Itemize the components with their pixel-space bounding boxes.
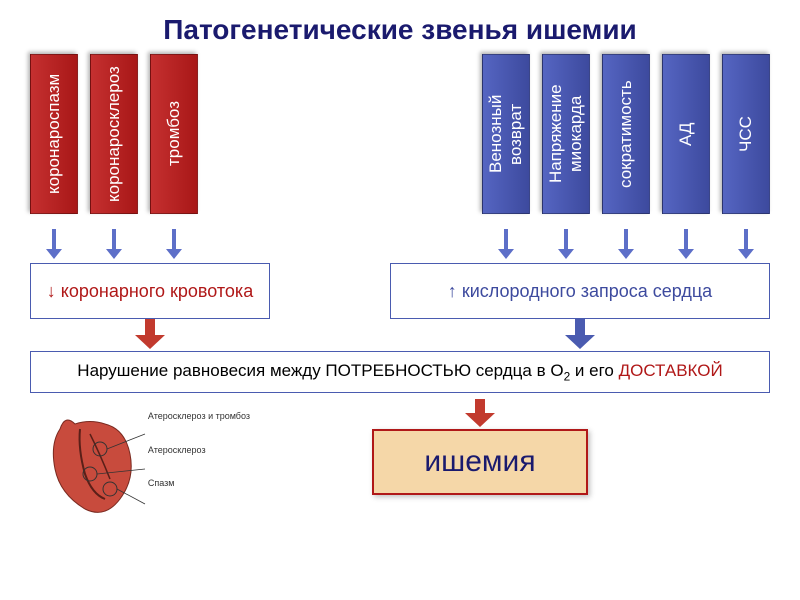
artery-label: Атеросклероз и тромбоз [148, 409, 250, 424]
balance-red: ДОСТАВКОЙ [619, 361, 723, 380]
factors-row: коронароспазм коронаросклероз тромбоз Ве… [0, 54, 800, 229]
factor-bp: АД [662, 54, 710, 214]
artery-labels: Атеросклероз и тромбоз Атеросклероз Спаз… [148, 409, 250, 491]
factor-coronarospasm: коронароспазм [30, 54, 78, 214]
factor-venous-return: Венозный возврат [482, 54, 530, 214]
arrow-icon [602, 229, 650, 263]
small-arrows-row [0, 229, 800, 263]
mid-boxes-row: ↓ коронарного кровотока ↑ кислородного з… [0, 263, 800, 319]
heart-illustration: Атеросклероз и тромбоз Атеросклероз Спаз… [30, 399, 250, 529]
arrow-icon [30, 229, 78, 263]
factor-contractility: сократимость [602, 54, 650, 214]
coronary-flow-text: коронарного кровотока [61, 281, 253, 301]
oxygen-demand-text: кислородного запроса сердца [462, 281, 712, 301]
heart-icon [30, 399, 160, 529]
right-factors: Венозный возврат Напряжение миокарда сок… [482, 54, 770, 229]
page-title: Патогенетические звенья ишемии [0, 0, 800, 54]
final-row: Атеросклероз и тромбоз Атеросклероз Спаз… [0, 399, 800, 539]
balance-box: Нарушение равновесия между ПОТРЕБНОСТЬЮ … [30, 351, 770, 393]
factor-hr: ЧСС [722, 54, 770, 214]
arrow-icon [390, 319, 770, 351]
arrow-icon [30, 319, 270, 351]
arrow-icon [542, 229, 590, 263]
big-arrows-row [0, 319, 800, 351]
down-symbol: ↓ [47, 281, 56, 301]
ischemia-result-box: ишемия [372, 429, 587, 495]
balance-text-2: и его [570, 361, 618, 380]
up-symbol: ↑ [448, 281, 457, 301]
artery-label: Спазм [148, 476, 250, 491]
balance-text-1: Нарушение равновесия между ПОТРЕБНОСТЬЮ … [77, 361, 563, 380]
arrow-icon [722, 229, 770, 263]
left-factors: коронароспазм коронаросклероз тромбоз [30, 54, 198, 229]
artery-label: Атеросклероз [148, 443, 250, 458]
arrow-icon [150, 229, 198, 263]
final-center: ишемия [250, 399, 710, 495]
arrow-icon [482, 229, 530, 263]
arrow-icon [662, 229, 710, 263]
factor-myocardial-tension: Напряжение миокарда [542, 54, 590, 214]
arrow-icon [465, 399, 495, 429]
coronary-flow-box: ↓ коронарного кровотока [30, 263, 270, 319]
factor-coronarosclerosis: коронаросклероз [90, 54, 138, 214]
oxygen-demand-box: ↑ кислородного запроса сердца [390, 263, 770, 319]
factor-thrombosis: тромбоз [150, 54, 198, 214]
arrow-icon [90, 229, 138, 263]
